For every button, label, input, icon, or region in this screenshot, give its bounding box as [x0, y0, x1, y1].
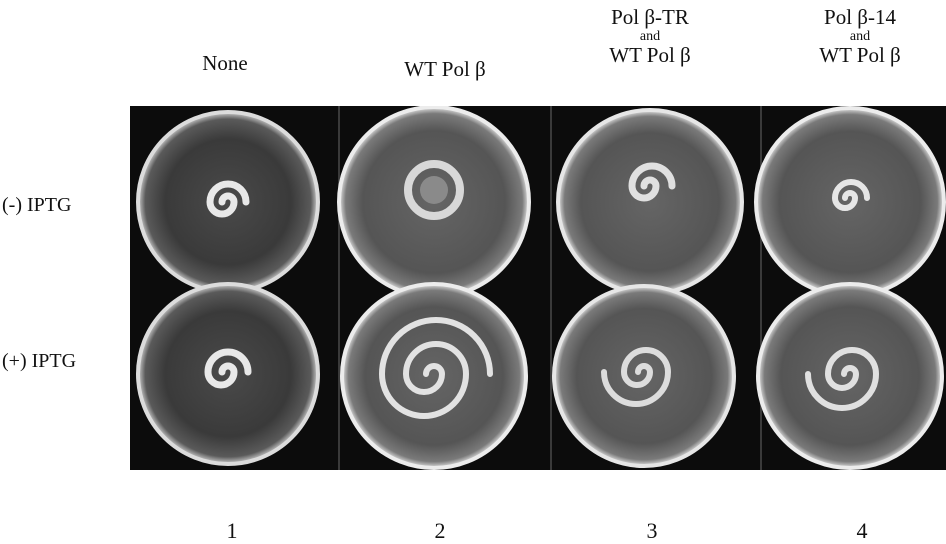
column-label-pol-beta-tr-and-wt: Pol β-TR and WT Pol β — [580, 5, 720, 67]
plate-lane3-minus-iptg — [556, 108, 744, 296]
column-label-pol-beta-14-and-wt: Pol β-14 and WT Pol β — [790, 5, 930, 67]
panel-divider — [338, 106, 340, 470]
column-label-line3: WT Pol β — [609, 42, 691, 67]
column-label-text: WT Pol β — [404, 57, 486, 81]
plate-lane4-minus-iptg — [754, 106, 946, 298]
column-label-wt-pol-beta: WT Pol β — [375, 57, 515, 82]
plate-lane1-plus-iptg — [136, 282, 320, 466]
panel-divider — [760, 106, 762, 470]
row-label-plus-iptg: (+) IPTG — [2, 350, 77, 372]
plate-lane4-plus-iptg — [756, 282, 944, 470]
lane-number-1: 1 — [226, 518, 238, 543]
plate-lane2-plus-iptg — [340, 282, 528, 470]
column-label-line2: and — [849, 28, 871, 44]
lane-number-4: 4 — [856, 518, 868, 543]
column-label-none: None — [165, 51, 285, 76]
column-label-line1: Pol β-TR — [611, 5, 689, 29]
plate-lane1-minus-iptg — [136, 110, 320, 294]
plate-lane3-plus-iptg — [552, 284, 736, 468]
column-label-text: None — [202, 51, 248, 75]
plate-lane2-minus-iptg — [337, 106, 531, 299]
row-label-minus-iptg: (-) IPTG — [2, 194, 72, 216]
column-label-line2: and — [639, 28, 661, 44]
lane-number-2: 2 — [434, 518, 446, 543]
column-label-line1: Pol β-14 — [824, 5, 896, 29]
plates-drawing — [136, 106, 946, 470]
lane-number-3: 3 — [646, 518, 658, 543]
petri-dish-photograph — [130, 106, 946, 470]
panel-divider — [550, 106, 552, 470]
column-label-line3: WT Pol β — [819, 42, 901, 67]
